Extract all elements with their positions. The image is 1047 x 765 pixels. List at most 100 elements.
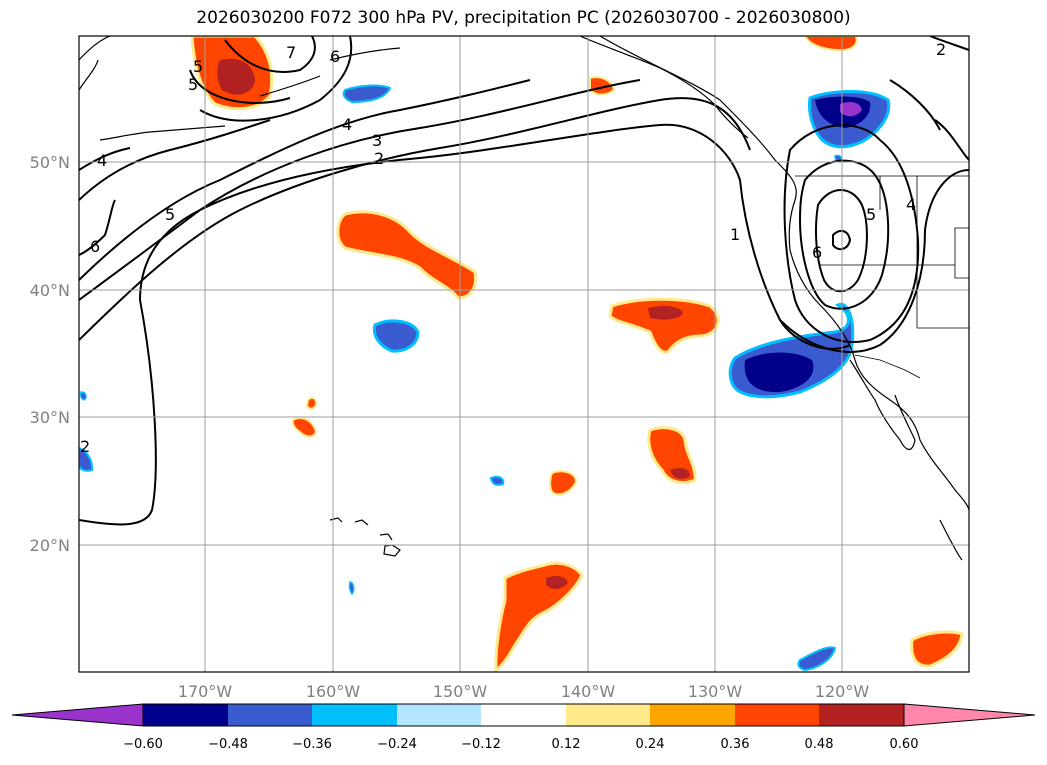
precip-blob-small-24n [549,470,578,496]
alaska-panhandle [579,36,749,139]
pv-contour-3 [79,97,751,341]
colorbar-bin [735,704,819,726]
mexico-inland [939,519,963,561]
precip-blob-nw-core [217,58,255,95]
precip-blob-hawaii-south [494,561,584,672]
contour-label: 7 [286,43,296,62]
precip-neg-aleut [342,84,392,104]
pv-contour-trough-mid [783,124,920,343]
pv-contour-nw-high [189,36,353,122]
pv-contour-trough-inner [798,159,890,310]
baja-coast [849,359,916,450]
colorbar-bin [228,704,312,726]
precip-neg-small-26n [489,475,505,486]
us-mexico-border [854,354,921,379]
west-edge-coast [79,36,111,91]
contour-label: 3 [372,131,382,150]
contour-label: 6 [812,243,822,262]
lat-label: 20°N [30,536,70,555]
precip-blob-sw-small [291,417,318,438]
colorbar-bin [397,704,481,726]
lon-label: 140°W [561,682,616,701]
colorbar-tick-label: −0.48 [208,737,248,752]
precip-blob-25n-core [670,468,690,479]
colorbar-bin [143,704,228,726]
precip-blob-midpac [336,210,478,300]
colorbar-tick-label: 0.36 [721,737,750,752]
colorbar-bin [312,704,397,726]
lat-label: 30°N [30,408,70,427]
precip-neg-west-edge [79,446,94,472]
colorbar-frame [142,703,905,727]
lon-label: 120°W [815,682,870,701]
contour-label: 5 [188,75,198,94]
colorbar-bin [481,704,566,726]
borders [795,175,969,379]
lat-label: 50°N [30,153,70,172]
colorbar-tick-label: −0.12 [461,737,501,752]
pv-contour-5 [79,79,531,281]
north-america-coast [599,36,969,511]
precip-blob-mexico [910,630,964,668]
colorbar-tick-label: −0.36 [292,737,332,752]
hawaii-islands [329,517,401,557]
colorbar-tick-label: −0.60 [123,737,163,752]
contour-labels: 7 6 5 4 3 2 4 5 6 1 6 5 4 5 2 2 [80,40,946,456]
colorbar-tick-label: 0.12 [552,737,581,752]
precip-blob-140w-core [648,305,683,320]
colorbar-tick-label: −0.24 [377,737,417,752]
precip-blob-top-right [803,36,858,52]
contour-label: 5 [866,205,876,224]
contour-label: 2 [374,149,384,168]
map-frame [78,35,970,673]
precip-negative-areas [79,84,891,672]
precip-neg-small-32n [79,391,87,401]
contour-label: 2 [80,437,90,456]
contour-label: 4 [97,151,107,170]
precip-blob-sw-small2 [305,396,318,410]
precip-neg-mid [372,319,420,353]
precip-neg-small-18n [348,581,355,596]
contour-label: 1 [730,225,740,244]
chart-title: 2026030200 F072 300 hPa PV, precipitatio… [196,8,851,28]
contour-label: 4 [906,195,916,214]
pv-contour-6-center [832,229,852,251]
lon-label: 150°W [433,682,488,701]
colorbar-extend-max [903,703,1036,727]
contour-label: 5 [193,57,203,76]
colorbar-tick-label: 0.48 [805,737,834,752]
pv-contours [79,36,969,526]
lat-axis-labels: 50°N 40°N 30°N 20°N [30,153,70,555]
colorbar-extend-min [11,703,144,727]
lon-label: 170°W [178,682,233,701]
pv-contour-trough-outer [779,169,969,353]
pv-contour-6-left [79,199,116,256]
graticule [79,36,969,672]
lon-axis-labels: 170°W 160°W 150°W 140°W 130°W 120°W [178,682,870,701]
map-area [79,36,969,672]
precip-blob-alaska [589,76,616,96]
lon-label: 130°W [688,682,743,701]
colorbar-bin [650,704,735,726]
colorbar-bin [566,704,650,726]
pv-contour-4 [79,79,641,301]
lon-label: 160°W [306,682,361,701]
aleutian-islands [99,47,401,141]
colorbar-bin [819,704,904,726]
pv-contour-east [889,36,969,161]
contour-label: 6 [330,47,340,66]
pv-contour-4-west [79,147,131,171]
precip-neg-bottom-right [797,646,837,672]
colorbar-ticks: −0.60 −0.48 −0.36 −0.24 −0.12 0.12 0.24 … [123,737,918,752]
pv-contour-2-west [79,123,851,526]
precip-neg-california-core [744,352,814,393]
contour-label: 4 [342,115,352,134]
colorbar: −0.60 −0.48 −0.36 −0.24 −0.12 0.12 0.24 … [11,703,1036,752]
contour-label: 5 [165,205,175,224]
colorbar-tick-label: 0.60 [890,737,919,752]
pv-contour-trough-core [815,189,868,293]
precip-blob-hawaii-south-core [546,575,568,589]
pv-contour-west-fill [79,119,271,201]
coastlines [79,36,969,561]
lat-label: 40°N [30,281,70,300]
